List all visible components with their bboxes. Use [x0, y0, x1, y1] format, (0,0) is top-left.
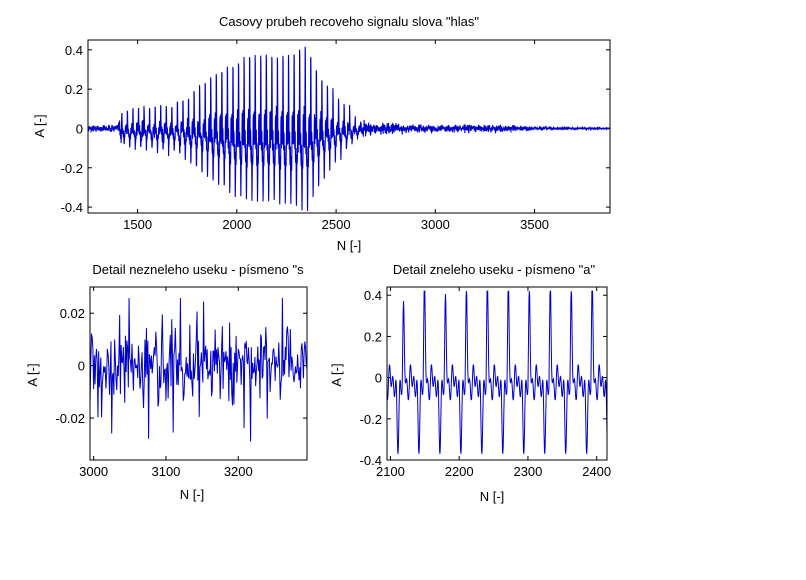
x-tick-label: 2300 — [513, 464, 542, 479]
y-axis-label: A [-] — [32, 114, 47, 137]
plot-title: Detail nezneleho useku - písmeno "s — [92, 262, 304, 277]
y-tick-label: 0 — [78, 359, 85, 374]
x-tick-label: 2000 — [222, 217, 251, 232]
x-tick-label: 2100 — [376, 464, 405, 479]
y-tick-label: 0.2 — [364, 329, 382, 344]
x-axis-label: N [-] — [480, 489, 505, 504]
plot-title: Casovy prubeh recoveho signalu slova "hl… — [219, 14, 479, 29]
x-tick-label: 1500 — [123, 217, 152, 232]
x-axis-label: N [-] — [337, 238, 362, 253]
x-axis-label: N [-] — [180, 487, 205, 502]
x-tick-label: 3100 — [151, 464, 180, 479]
signal-line — [89, 298, 308, 442]
signal-line — [386, 290, 608, 454]
plot-voiced-detail: 2100 2200 2300 2400 -0.4 -0.2 0 0.2 0.4 Detail zn… — [329, 262, 611, 504]
x-tick-label: 2500 — [322, 217, 351, 232]
y-tick-label: -0.2 — [61, 161, 83, 176]
plot-title: Detail zneleho useku - písmeno "a" — [393, 262, 596, 277]
y-tick-label: 0.02 — [60, 306, 85, 321]
y-tick-label: -0.4 — [360, 453, 382, 468]
x-tick-label: 3200 — [224, 464, 253, 479]
y-tick-label: 0 — [375, 371, 382, 386]
axes-frame — [87, 39, 611, 214]
signal-line — [87, 46, 611, 212]
x-tick-label: 3000 — [79, 464, 108, 479]
y-tick-label: -0.4 — [61, 200, 83, 215]
axes-frame — [386, 286, 608, 461]
x-tick-label: 3500 — [520, 217, 549, 232]
axes-frame — [89, 286, 308, 461]
x-tick-label: 2400 — [582, 464, 611, 479]
y-tick-label: 0 — [76, 121, 83, 136]
plot-unvoiced-detail: 3000 3100 3200 -0.02 0 0.02 Detail nezneleho u… — [25, 262, 308, 502]
y-tick-label: 0.4 — [364, 288, 382, 303]
plot-full-signal: 1500 2000 2500 3000 3500 -0.4 -0.2 0 0.2 0.4 Casov… — [32, 14, 611, 253]
y-tick-label: 0.2 — [65, 82, 83, 97]
y-axis-label: A [-] — [25, 363, 40, 386]
y-tick-label: -0.2 — [360, 412, 382, 427]
y-tick-label: -0.02 — [55, 411, 85, 426]
x-tick-label: 2200 — [445, 464, 474, 479]
y-axis-label: A [-] — [329, 363, 344, 386]
x-tick-label: 3000 — [421, 217, 450, 232]
y-tick-label: 0.4 — [65, 43, 83, 58]
